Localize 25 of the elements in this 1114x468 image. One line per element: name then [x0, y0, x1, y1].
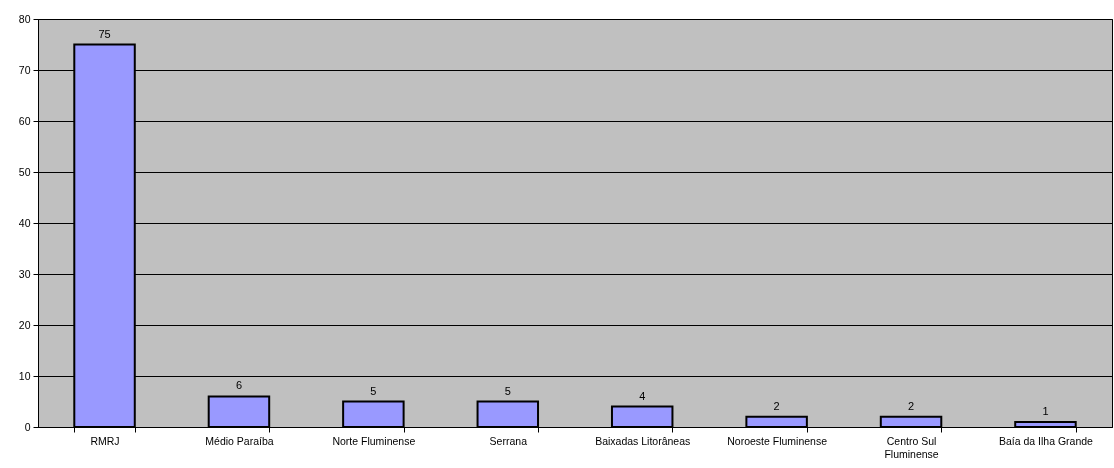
y-tick-label: 40	[18, 216, 31, 229]
data-label: 5	[370, 384, 377, 397]
x-tick-label: Centro Sul Fluminense	[884, 434, 939, 460]
y-tick-label: 10	[18, 369, 31, 382]
y-tick-label: 80	[18, 12, 31, 25]
x-tick-label: Médio Paraíba	[205, 434, 274, 447]
data-label: 2	[773, 399, 780, 412]
x-tick-label: RMRJ	[90, 434, 120, 447]
data-label: 2	[907, 399, 915, 412]
y-tick-label: 0	[24, 420, 31, 433]
x-tick-label: Baixadas Litorâneas	[595, 434, 691, 447]
data-label: 6	[235, 379, 243, 392]
x-tick-label: Baía da Ilha Grande	[998, 434, 1094, 447]
data-label: 75	[98, 27, 111, 40]
y-tick-label: 50	[18, 165, 31, 178]
data-label: 4	[639, 389, 646, 402]
y-tick-label: 70	[18, 63, 31, 76]
y-tick-label: 20	[18, 318, 31, 331]
y-tick-label: 30	[18, 267, 31, 280]
x-tick-label: Norte Fluminense	[332, 434, 416, 447]
x-tick-label: Noroeste Fluminense	[727, 434, 828, 447]
data-label: 1	[1042, 404, 1049, 417]
y-tick-label: 60	[18, 114, 31, 127]
x-tick-label: Serrana	[489, 434, 528, 447]
data-label: 5	[504, 384, 511, 397]
